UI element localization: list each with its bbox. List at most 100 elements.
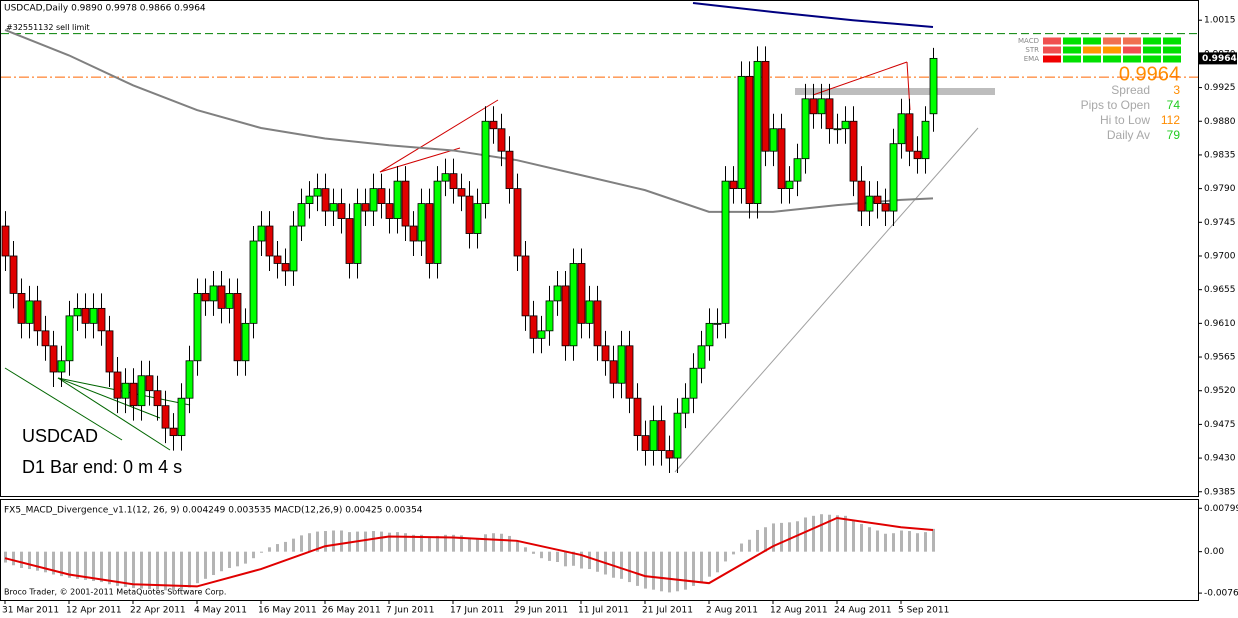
histogram-bar	[4, 551, 7, 563]
signal-cell	[1043, 55, 1061, 63]
candle-body	[665, 450, 674, 459]
candle-body	[217, 285, 226, 309]
candle-body	[201, 293, 210, 302]
histogram-bar	[708, 551, 711, 577]
histogram-bar	[772, 523, 775, 552]
price-display: 0.9964	[1119, 63, 1180, 85]
signal-label: MACD	[1018, 37, 1039, 45]
histogram-bar	[852, 519, 855, 552]
x-tick-label: 21 Jul 2011	[642, 606, 693, 616]
candle-body	[865, 195, 874, 212]
zone-box	[795, 88, 995, 95]
histogram-bar	[676, 551, 679, 592]
signal-cell	[1063, 46, 1081, 54]
histogram-bar	[900, 530, 903, 552]
candle-body	[353, 203, 362, 264]
info-value: 79	[1167, 128, 1181, 142]
candle-body	[321, 188, 330, 212]
candle-body	[257, 225, 266, 242]
signal-cell	[1123, 55, 1141, 63]
histogram-bar	[420, 534, 423, 552]
signal-cell	[1163, 55, 1181, 63]
candle-body	[537, 330, 546, 339]
signal-label: EMA	[1024, 55, 1039, 63]
histogram-bar	[228, 551, 231, 568]
candle-body	[89, 307, 98, 324]
candle-body	[769, 128, 778, 152]
candle-body	[577, 263, 586, 324]
candle-body	[793, 158, 802, 182]
signal-cell	[1143, 46, 1161, 54]
candle-body	[681, 397, 690, 414]
histogram-bar	[740, 543, 743, 552]
candle-body	[345, 218, 354, 264]
indicator-frame	[0, 499, 1199, 601]
candle-body	[73, 307, 82, 317]
signal-cell	[1103, 46, 1121, 54]
histogram-bar	[36, 551, 39, 571]
y-tick-label: 1.0015	[1204, 16, 1236, 26]
histogram-bar	[836, 515, 839, 552]
candle-body	[449, 173, 458, 190]
signal-cell	[1083, 55, 1101, 63]
y-tick-label: 0.9790	[1204, 184, 1236, 194]
signal-cell	[1143, 55, 1161, 63]
candle-body	[441, 173, 450, 182]
candle-body	[113, 371, 122, 399]
candle-body	[897, 113, 906, 145]
candle-body	[601, 345, 610, 362]
histogram-bar	[588, 551, 591, 570]
candle-body	[105, 330, 114, 373]
histogram-bar	[516, 540, 519, 552]
histogram-bar	[116, 551, 119, 586]
signal-cell	[1043, 46, 1061, 54]
candle-body	[929, 57, 938, 115]
candle-body	[553, 285, 562, 302]
histogram-bar	[412, 534, 415, 552]
histogram-bar	[716, 551, 719, 573]
candle-body	[473, 203, 482, 234]
histogram-bar	[596, 551, 599, 572]
histogram-bar	[868, 527, 871, 552]
signal-cell	[1063, 37, 1081, 45]
y-tick-label: 0.9385	[1204, 487, 1236, 497]
trend-line	[57, 377, 161, 419]
signal-line	[4, 516, 934, 588]
trend-line	[812, 61, 908, 96]
candle-body	[913, 150, 922, 160]
trend-line	[4, 367, 123, 441]
candle-body	[521, 255, 530, 317]
histogram-bar	[252, 551, 255, 559]
candle-body	[305, 195, 314, 204]
y-tick-label: 0.00	[1204, 547, 1224, 557]
histogram-bar	[460, 535, 463, 552]
histogram-bar	[636, 551, 639, 586]
candle-body	[337, 203, 346, 219]
x-tick-label: 16 May 2011	[258, 606, 317, 616]
candle-body	[457, 188, 466, 197]
candle-body	[673, 412, 682, 459]
candle-body	[33, 300, 42, 332]
candle-body	[25, 300, 34, 324]
candle-body	[801, 98, 810, 160]
y-tick-label: 0.9610	[1204, 319, 1236, 329]
histogram-bar	[372, 531, 375, 552]
candle-body	[1, 225, 10, 257]
histogram-bar	[556, 551, 559, 562]
x-tick-label: 2 Aug 2011	[706, 606, 758, 616]
candle-body	[241, 322, 250, 362]
x-tick-label: 22 Apr 2011	[130, 606, 186, 616]
info-label: Spread	[1111, 83, 1150, 97]
histogram-bar	[404, 533, 407, 552]
candle-body	[905, 113, 914, 152]
histogram-bar	[700, 551, 703, 582]
candle-body	[9, 255, 18, 294]
info-label: Pips to Open	[1081, 98, 1150, 112]
histogram-bar	[76, 551, 79, 579]
candle-body	[265, 225, 274, 257]
histogram-bar	[828, 514, 831, 552]
histogram-bar	[236, 551, 239, 567]
histogram-bar	[340, 530, 343, 552]
